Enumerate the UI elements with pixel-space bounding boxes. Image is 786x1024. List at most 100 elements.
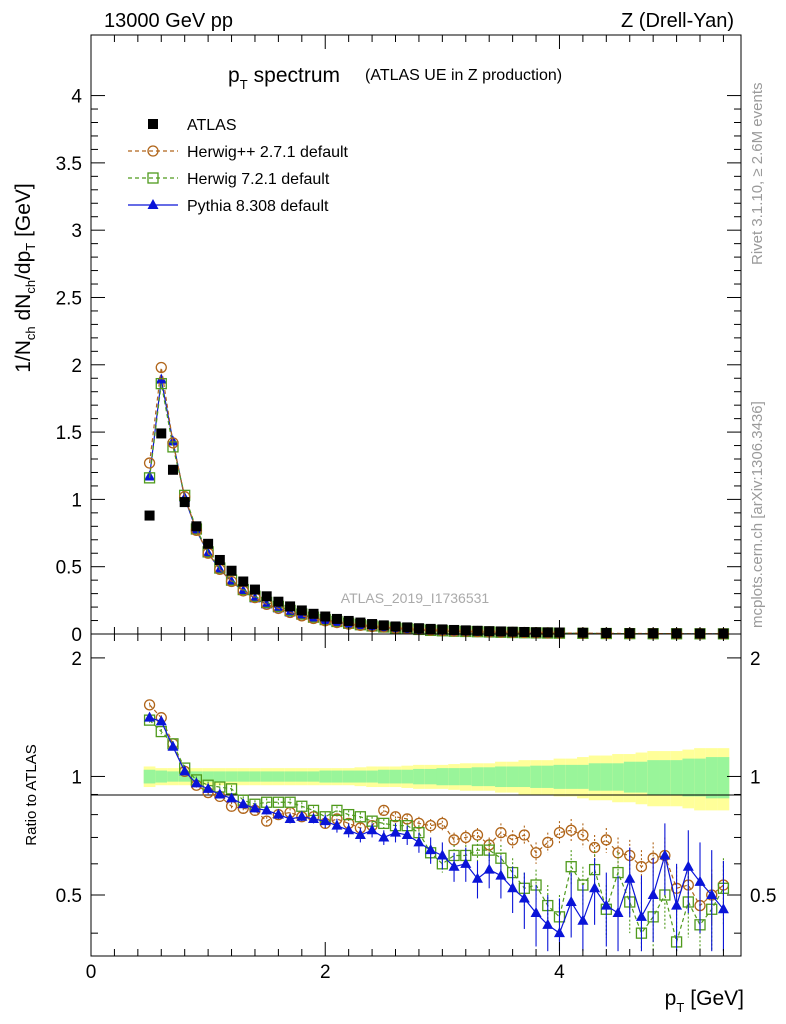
ratio-band-inner	[167, 771, 179, 782]
main-ytick-label: 3.5	[56, 154, 82, 175]
ratio-frame	[90, 633, 742, 957]
ratio-point-herwig-2-7-1-default	[588, 841, 601, 854]
xlabel-rest: [GeV]	[690, 987, 744, 1010]
ratio-point-herwig-2-7-1-default	[436, 817, 449, 830]
ratio-point-pythia-8-308-default	[179, 765, 191, 776]
ratio-point-herwig-2-7-1-default	[542, 836, 554, 849]
ratio-point-herwig-2-7-1-default	[530, 847, 542, 859]
ratio-band-inner	[682, 758, 695, 797]
ratio-point-herwig-7-2-1-default	[378, 817, 390, 830]
ratio-point-pythia-8-308-default	[706, 888, 718, 899]
ratio-point-pythia-8-308-default	[530, 907, 542, 918]
ratio-point-pythia-8-308-default	[460, 857, 472, 868]
ratio-point-herwig-2-7-1-default	[448, 834, 460, 846]
point-atlas	[367, 619, 378, 630]
ratio-point-herwig-2-7-1-default	[600, 834, 612, 846]
ratio-band-inner	[436, 768, 449, 786]
ratio-band-inner	[705, 757, 718, 799]
ratio-point-pythia-8-308-default	[471, 872, 483, 883]
point-atlas	[425, 623, 436, 634]
point-atlas	[273, 596, 284, 607]
point-atlas	[214, 554, 225, 565]
ratio-band-inner	[647, 760, 660, 795]
ratio-point-pythia-8-308-default	[425, 844, 437, 855]
point-pythia-8-308-default	[272, 602, 284, 613]
ratio-ytick-label-left: 0.5	[56, 886, 82, 907]
point-herwig-2-7-1-default	[225, 575, 238, 588]
ratio-band-inner	[366, 770, 378, 783]
ratio-band-inner	[530, 765, 542, 788]
ratio-band-inner	[635, 761, 648, 793]
xtick-labels: 0 2 4	[86, 962, 565, 983]
main-ytick-label: 1	[71, 490, 82, 511]
ratio-band-inner	[413, 768, 425, 785]
ratio-point-herwig-2-7-1-default	[565, 824, 577, 836]
ratio-point-herwig-2-7-1-default	[413, 817, 425, 830]
ratio-band-inner	[319, 770, 332, 783]
ratio-point-herwig-7-2-1-default	[272, 796, 285, 808]
ratio-band-inner	[272, 771, 285, 782]
point-atlas	[472, 625, 483, 636]
ratio-point-pythia-8-308-default	[308, 812, 320, 823]
ratio-point-pythia-8-308-default	[694, 875, 706, 886]
ratio-marks	[143, 699, 730, 952]
main-ytick-label: 4	[71, 87, 82, 108]
ratio-point-pythia-8-308-default	[190, 777, 202, 788]
point-atlas	[355, 617, 366, 628]
ratio-point-herwig-7-2-1-default	[354, 811, 367, 823]
point-herwig-7-2-1-default	[155, 377, 167, 390]
ratio-point-pythia-8-308-default	[448, 860, 460, 871]
ratio-band-inner	[670, 760, 683, 795]
ratio-band-inner	[448, 768, 460, 786]
ratio-band-inner	[471, 767, 484, 787]
ratio-point-herwig-2-7-1-default	[506, 834, 519, 846]
ratio-point-pythia-8-308-default	[612, 907, 624, 918]
ratio-point-pythia-8-308-default	[717, 903, 729, 914]
ratio-point-pythia-8-308-default	[272, 808, 284, 819]
ratio-point-herwig-2-7-1-default	[424, 820, 437, 832]
title-rest: spectrum	[254, 64, 340, 87]
ratio-band-inner	[377, 769, 390, 784]
legend-label-atlas: ATLAS	[187, 117, 237, 134]
main-title: pT spectrum	[228, 64, 340, 92]
ratio-point-herwig-7-2-1-default	[471, 844, 484, 856]
ratio-point-pythia-8-308-default	[354, 829, 366, 840]
xtick-label: 0	[86, 962, 97, 983]
point-herwig-2-7-1-default	[155, 361, 167, 374]
ratio-band-inner	[284, 771, 296, 782]
ratio-band-inner	[623, 761, 636, 793]
ratio-point-pythia-8-308-default	[331, 819, 343, 830]
ratio-point-pythia-8-308-default	[296, 810, 308, 821]
ratio-point-herwig-2-7-1-default	[143, 699, 156, 711]
point-herwig-2-7-1-default	[143, 457, 156, 469]
ratio-point-herwig-2-7-1-default	[495, 826, 507, 839]
main-title-note: (ATLAS UE in Z production)	[365, 67, 562, 84]
ratio-band-inner	[506, 766, 519, 788]
legend-label-herwig-7-2-1-default: Herwig 7.2.1 default	[187, 171, 330, 188]
rivet-label: Rivet 3.1.10, ≥ 2.6M events	[749, 83, 766, 266]
main-ytick-label: 0	[71, 625, 82, 646]
ratio-band-inner	[694, 758, 706, 797]
ratio-band-inner	[541, 765, 554, 788]
ratio-ticks	[90, 634, 741, 956]
point-atlas	[343, 615, 354, 626]
ratio-point-herwig-7-2-1-default	[565, 861, 577, 873]
title-sub: T	[240, 77, 248, 92]
point-pythia-8-308-default	[284, 606, 296, 617]
legend-label-pythia-8-308-default: Pythia 8.308 default	[187, 198, 329, 215]
ratio-point-pythia-8-308-default	[577, 914, 589, 925]
point-atlas	[191, 521, 202, 532]
ratio-band-inner	[717, 757, 730, 799]
ratio-point-herwig-2-7-1-default	[460, 831, 472, 844]
ratio-band-inner	[354, 770, 367, 783]
ratio-point-herwig-2-7-1-default	[378, 804, 390, 817]
ratio-band-inner	[612, 763, 624, 791]
point-atlas	[402, 622, 413, 633]
legend-marker-herwig-7-2-1-default	[147, 172, 159, 184]
ratio-point-pythia-8-308-default	[167, 740, 179, 751]
ratio-bands	[143, 748, 730, 811]
ratio-point-pythia-8-308-default	[366, 824, 378, 835]
ratio-ytick-label-right: 2	[750, 649, 761, 670]
legend: ATLAS Herwig++ 2.7.1 default Herwig 7.2.1 …	[128, 117, 349, 215]
ratio-band-inner	[331, 770, 343, 783]
